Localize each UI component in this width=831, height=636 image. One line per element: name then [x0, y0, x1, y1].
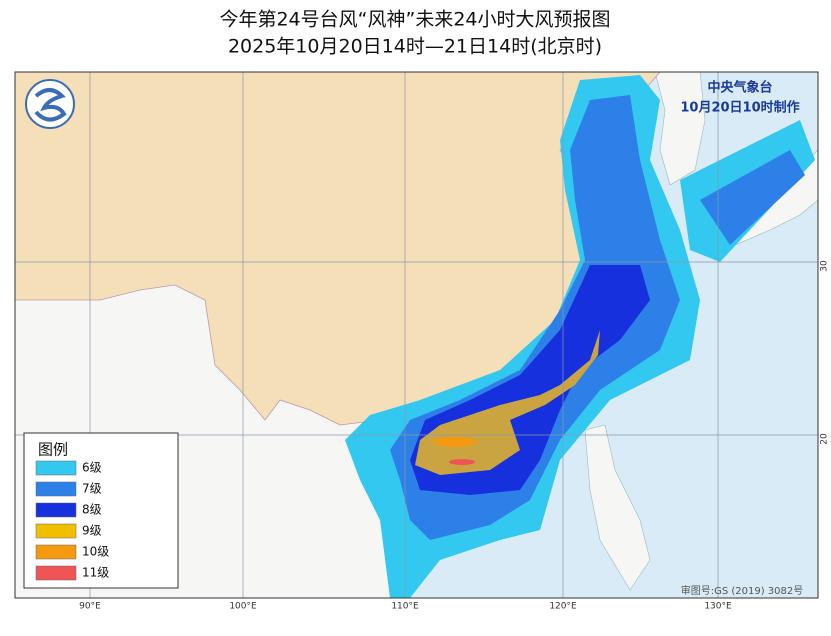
legend-swatch [35, 523, 77, 539]
wind-zone-10 [433, 437, 477, 447]
lat-label: 20 [820, 433, 830, 445]
wind-zone-7 [700, 150, 805, 245]
legend-label: 7级 [82, 482, 102, 496]
legend-label: 10级 [82, 545, 109, 559]
legend-swatch [35, 502, 77, 518]
legend-label: 9级 [82, 524, 102, 538]
legend-label: 11级 [82, 566, 109, 580]
lon-label: 110°E [391, 602, 419, 612]
legend-title: 图例 [38, 441, 68, 459]
lon-label: 100°E [229, 602, 257, 612]
lon-label: 120°E [549, 602, 577, 612]
legend-swatch [35, 481, 77, 497]
legend: 图例 6级 7级 8级 9级 10级 11级 [23, 432, 179, 589]
legend-label: 6级 [82, 461, 102, 475]
subtitle: 2025年10月20日14时—21日14时(北京时) [228, 36, 602, 58]
philippines [584, 424, 651, 591]
approval-number: 审图号:GS (2019) 3082号 [681, 584, 804, 597]
wind-zone-11 [449, 459, 475, 465]
legend-label: 8级 [82, 503, 102, 517]
map-frame [14, 71, 819, 599]
korea [654, 72, 706, 186]
legend-swatch [35, 460, 77, 476]
lat-label: 30 [820, 260, 830, 272]
title: 今年第24号台风“风神”未来24小时大风预报图 [219, 9, 610, 31]
logo [25, 79, 75, 129]
legend-swatch [35, 565, 77, 581]
lon-label: 130°E [704, 602, 732, 612]
agency-name: 中央气象台 [707, 80, 772, 96]
legend-swatch [35, 544, 77, 560]
lon-label: 90°E [79, 602, 101, 612]
agency-issued: 10月20日10时制作 [680, 100, 799, 116]
